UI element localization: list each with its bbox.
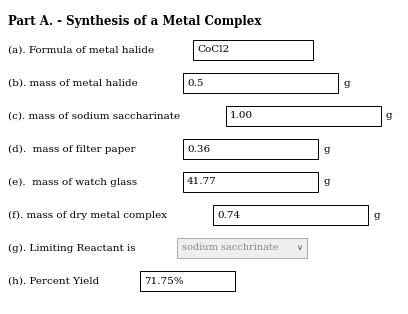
Text: (g). Limiting Reactant is: (g). Limiting Reactant is bbox=[8, 243, 135, 252]
Text: 0.74: 0.74 bbox=[217, 210, 240, 219]
Text: (f). mass of dry metal complex: (f). mass of dry metal complex bbox=[8, 210, 167, 219]
Text: (c). mass of sodium saccharinate: (c). mass of sodium saccharinate bbox=[8, 111, 180, 121]
Text: g: g bbox=[323, 144, 330, 154]
Text: Part A. - Synthesis of a Metal Complex: Part A. - Synthesis of a Metal Complex bbox=[8, 15, 262, 28]
Text: 1.00: 1.00 bbox=[230, 111, 253, 121]
Text: 0.5: 0.5 bbox=[187, 78, 204, 88]
Text: 0.36: 0.36 bbox=[187, 144, 210, 154]
Bar bbox=[213, 205, 368, 225]
Text: (a). Formula of metal halide: (a). Formula of metal halide bbox=[8, 46, 154, 55]
Text: (b). mass of metal halide: (b). mass of metal halide bbox=[8, 78, 138, 88]
Bar bbox=[183, 139, 318, 159]
Text: (e).  mass of watch glass: (e). mass of watch glass bbox=[8, 177, 137, 187]
Bar bbox=[183, 73, 338, 93]
Text: CoCl2: CoCl2 bbox=[197, 46, 229, 55]
Text: g: g bbox=[323, 177, 330, 187]
Text: 71.75%: 71.75% bbox=[144, 277, 184, 285]
Bar bbox=[140, 271, 235, 291]
Text: ∨: ∨ bbox=[297, 243, 303, 252]
Bar bbox=[183, 172, 318, 192]
Text: 41.77: 41.77 bbox=[187, 177, 217, 187]
Bar bbox=[226, 106, 381, 126]
Text: sodium sacchrinate: sodium sacchrinate bbox=[182, 243, 279, 252]
Text: (h). Percent Yield: (h). Percent Yield bbox=[8, 277, 99, 285]
Text: g: g bbox=[343, 78, 350, 88]
Bar bbox=[177, 238, 307, 258]
Text: g: g bbox=[373, 210, 379, 219]
Text: (d).  mass of filter paper: (d). mass of filter paper bbox=[8, 144, 135, 154]
Text: g: g bbox=[386, 111, 392, 121]
Bar bbox=[193, 40, 313, 60]
